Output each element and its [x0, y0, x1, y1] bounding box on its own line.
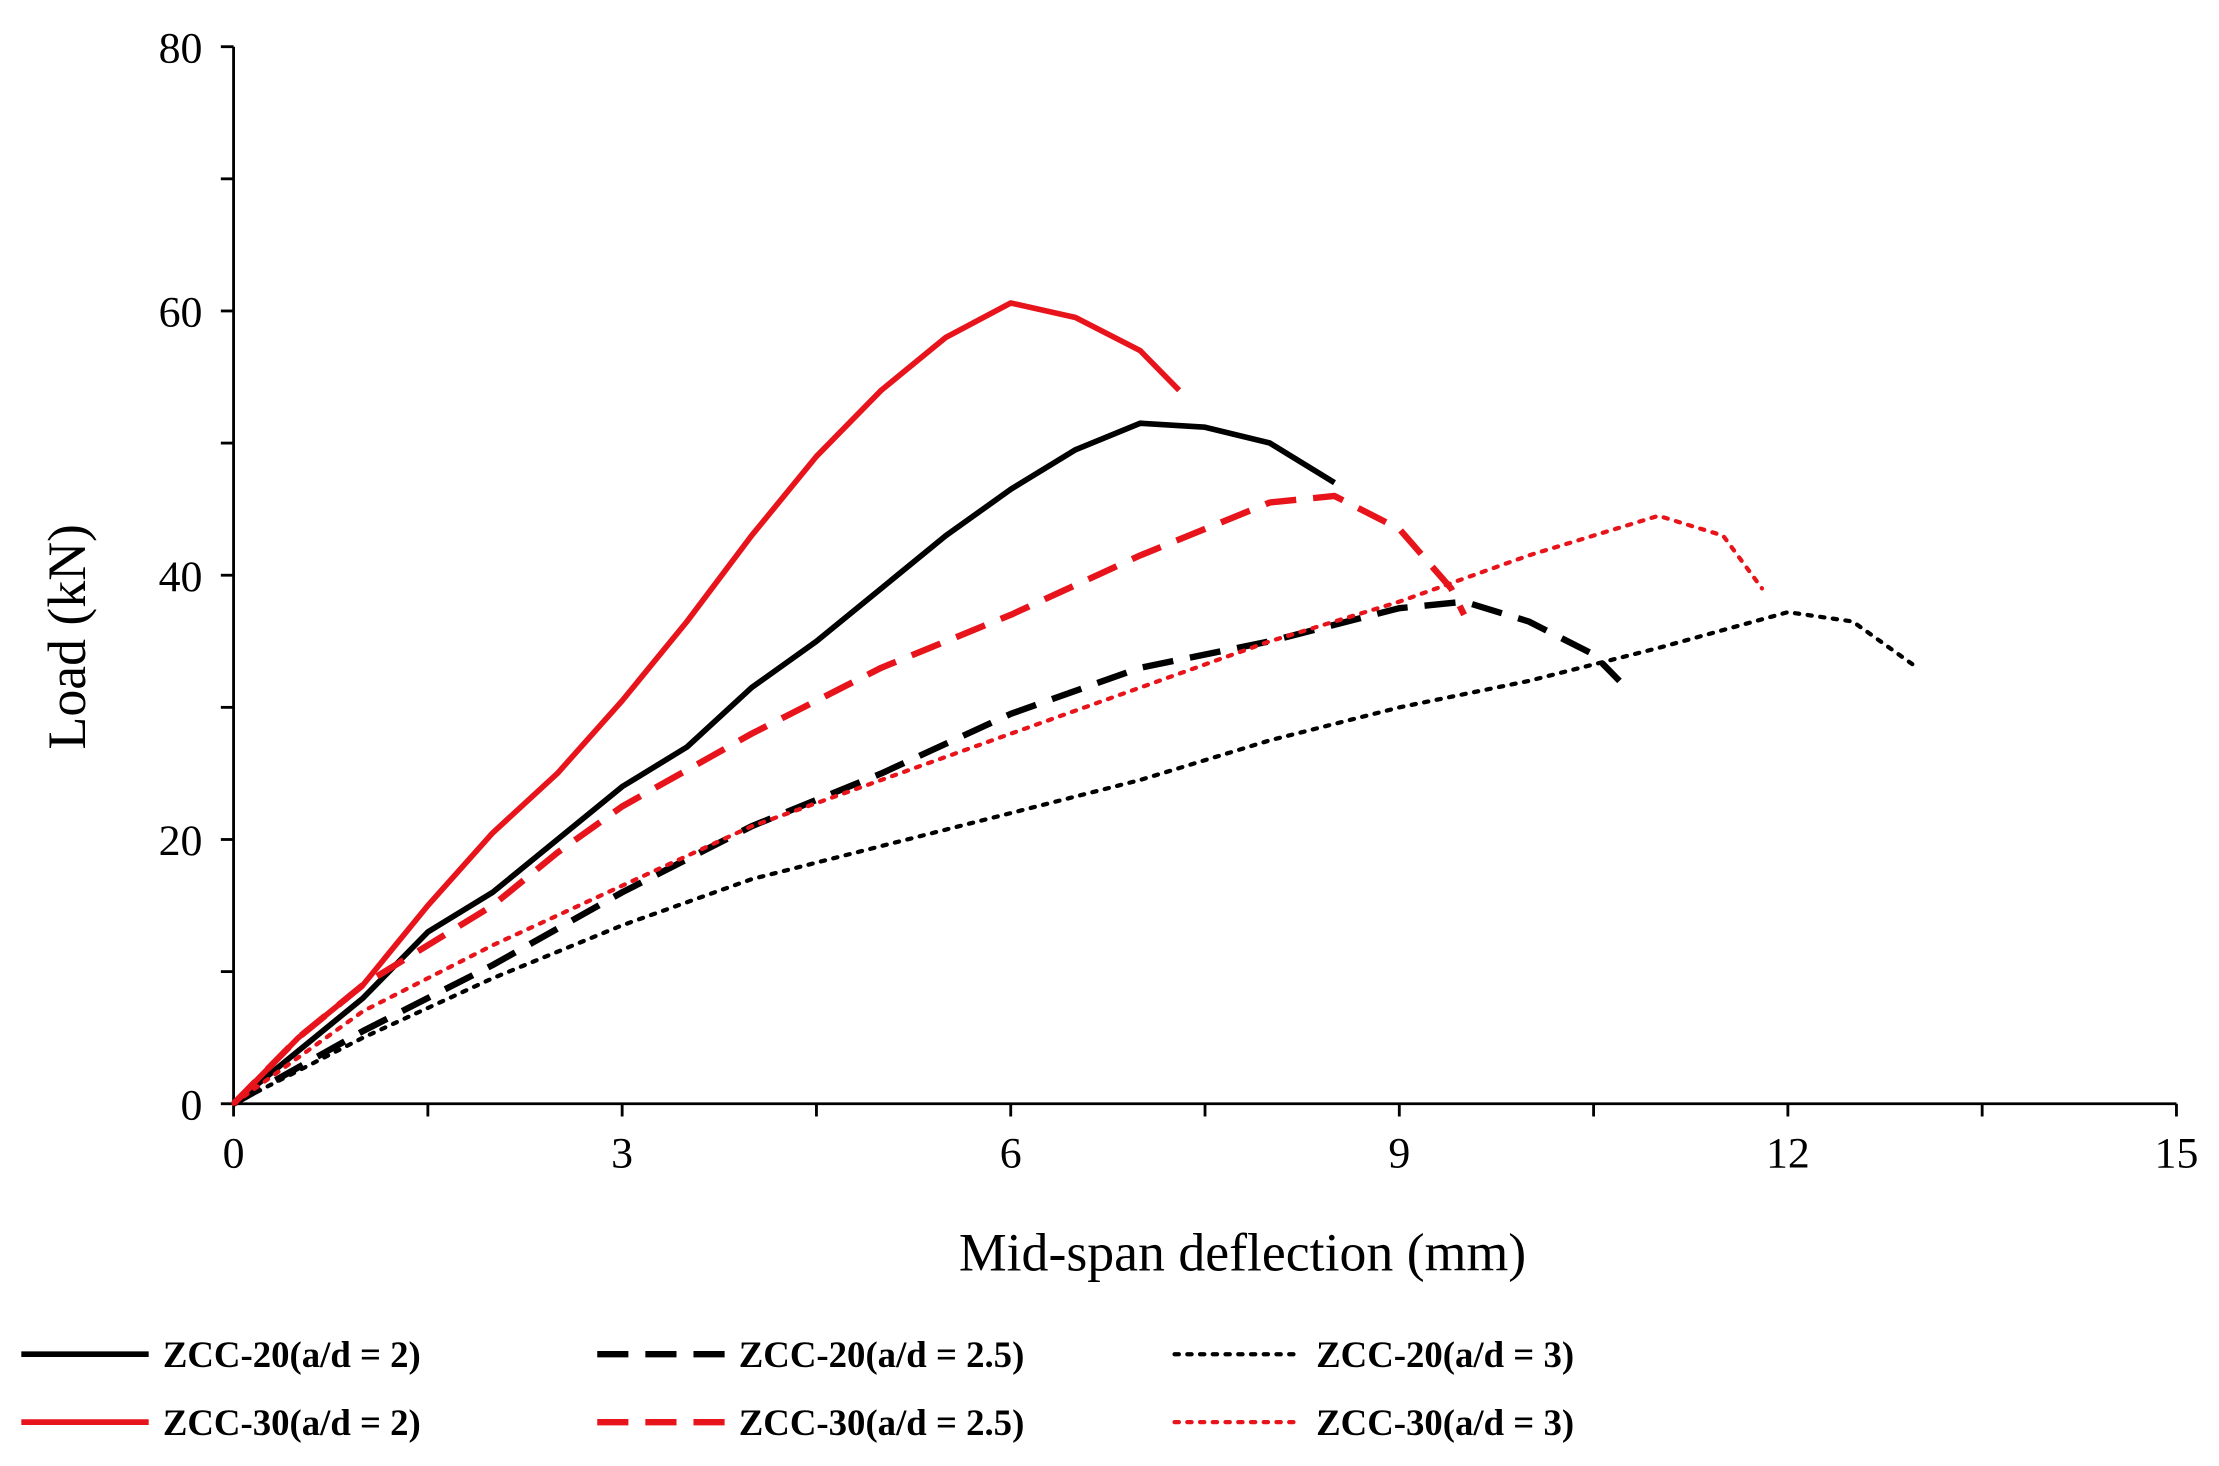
legend-label-1: ZCC-20(a/d = 2) [163, 1334, 421, 1375]
legend: ZCC-20(a/d = 2) ZCC-20(a/d = 2.5) ZCC-20(a… [21, 1334, 1574, 1443]
series-line-1 [231, 420, 1336, 1106]
legend-label-3: ZCC-20(a/d = 3) [1316, 1334, 1574, 1375]
x-tick-label: 9 [1388, 1129, 1410, 1177]
legend-label-4: ZCC-30(a/d = 2) [163, 1402, 421, 1443]
series-group [231, 300, 1920, 1107]
legend-label-6: ZCC-30(a/d = 3) [1316, 1402, 1574, 1443]
series-line-4 [231, 300, 1182, 1106]
x-axis-label: Mid-span deflection (mm) [959, 1223, 1526, 1283]
x-tick-label: 6 [1000, 1129, 1022, 1177]
legend-label-5: ZCC-30(a/d = 2.5) [739, 1402, 1025, 1443]
x-tick-label: 0 [223, 1129, 245, 1177]
series-line-6 [231, 513, 1765, 1106]
series-line-2 [232, 598, 1622, 1107]
x-tick-label: 12 [1766, 1129, 1810, 1177]
y-axis-label: Load (kN) [37, 524, 97, 749]
series-line-5 [231, 492, 1467, 1106]
x-tick-label: 15 [2155, 1129, 2199, 1177]
y-tick-label: 60 [159, 289, 203, 337]
x-tick-label: 3 [611, 1129, 633, 1177]
y-tick-label: 80 [159, 24, 203, 72]
axes: 0 3 6 9 12 15 0 20 40 60 80 [159, 24, 2199, 1177]
series-line-3 [231, 610, 1920, 1106]
legend-label-2: ZCC-20(a/d = 2.5) [739, 1334, 1025, 1375]
y-tick-label: 40 [159, 553, 203, 601]
y-tick-label: 0 [181, 1081, 203, 1129]
y-tick-label: 20 [159, 817, 203, 865]
